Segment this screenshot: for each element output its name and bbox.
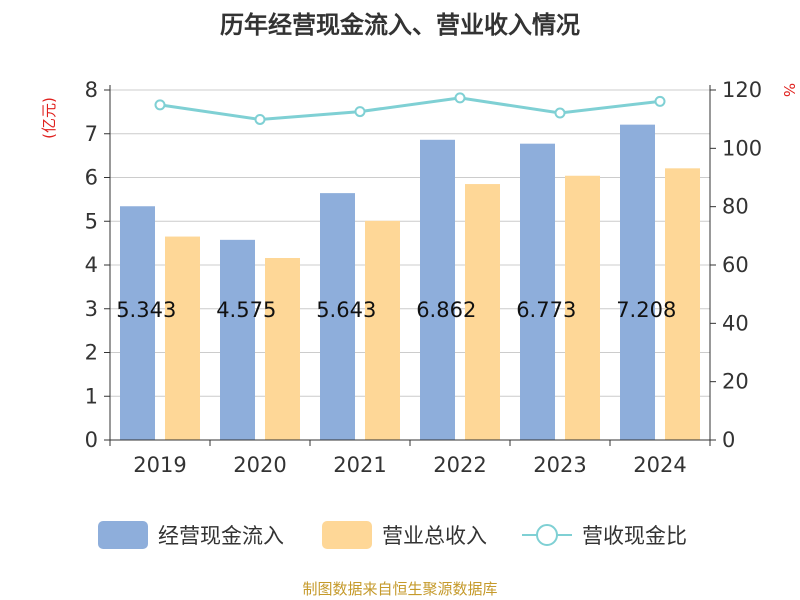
x-tick-label: 2024 xyxy=(633,453,686,477)
data-label: 7.208 xyxy=(616,298,676,322)
chart-title: 历年经营现金流入、营业收入情况 xyxy=(220,11,580,39)
data-label: 5.643 xyxy=(316,298,376,322)
y-left-tick-label: 5 xyxy=(85,209,98,233)
data-labels-layer: 5.343 4.575 5.643 6.862 6.773 7.208 xyxy=(116,298,676,322)
source-note: 制图数据来自恒生聚源数据库 xyxy=(302,580,497,598)
y-left-tick-label: 7 xyxy=(85,122,98,146)
y-left-axis-label: (亿元) xyxy=(40,97,58,139)
legend-item-revenue[interactable]: 营业总收入 xyxy=(322,521,487,549)
x-tick-label: 2023 xyxy=(533,453,586,477)
legend-item-ratio[interactable]: 营收现金比 xyxy=(522,524,687,548)
y-right-tick-label: 80 xyxy=(722,195,749,219)
x-tick-label: 2021 xyxy=(333,453,386,477)
legend-swatch-cash-inflow xyxy=(98,521,148,549)
x-tick-label: 2022 xyxy=(433,453,486,477)
bar-cash-inflow xyxy=(620,124,655,441)
legend-label-ratio: 营收现金比 xyxy=(582,524,687,548)
ratio-point xyxy=(454,92,466,104)
bar-revenue xyxy=(465,184,500,440)
bar-revenue xyxy=(265,258,300,440)
bar-revenue xyxy=(365,220,400,440)
bars-layer xyxy=(120,124,700,441)
y-left-tick-label: 3 xyxy=(85,297,98,321)
bar-cash-inflow xyxy=(420,139,455,440)
ratio-point xyxy=(154,99,166,111)
data-label: 6.773 xyxy=(516,298,576,322)
ratio-point xyxy=(654,95,666,107)
legend: 经营现金流入 营业总收入 营收现金比 xyxy=(98,521,687,549)
y-right-axis-label: % xyxy=(780,83,798,97)
y-left-tick-label: 6 xyxy=(85,166,98,190)
y-right-tick-label: 120 xyxy=(722,78,762,102)
y-left-tick-label: 1 xyxy=(85,384,98,408)
legend-label-revenue: 营业总收入 xyxy=(382,524,487,548)
bar-cash-inflow xyxy=(220,239,255,440)
bar-revenue xyxy=(565,175,600,440)
bar-cash-inflow xyxy=(120,206,155,440)
ratio-point xyxy=(554,107,566,119)
data-label: 5.343 xyxy=(116,298,176,322)
y-left-tick-label: 0 xyxy=(85,428,98,452)
ratio-point xyxy=(354,106,366,118)
x-tick-label: 2019 xyxy=(133,453,186,477)
y-right-tick-label: 0 xyxy=(722,428,735,452)
y-left-tick-label: 2 xyxy=(85,341,98,365)
legend-marker-ratio xyxy=(536,524,558,546)
ratio-line xyxy=(159,96,661,121)
legend-swatch-revenue xyxy=(322,521,372,549)
legend-item-cash-inflow[interactable]: 经营现金流入 xyxy=(98,521,284,549)
y-right-tick-label: 60 xyxy=(722,253,749,277)
x-tick-label: 2020 xyxy=(233,453,286,477)
data-label: 6.862 xyxy=(416,298,476,322)
legend-label-cash-inflow: 经营现金流入 xyxy=(158,524,284,548)
y-left-tick-label: 4 xyxy=(85,253,98,277)
bar-revenue xyxy=(165,236,200,440)
grid-lines xyxy=(110,89,710,397)
bar-cash-inflow xyxy=(320,193,355,440)
y-right-tick-label: 20 xyxy=(722,370,749,394)
data-label: 4.575 xyxy=(216,298,276,322)
bar-revenue xyxy=(665,168,700,440)
y-right-tick-label: 40 xyxy=(722,311,749,335)
line-series-layer xyxy=(154,92,666,125)
y-right-tick-label: 100 xyxy=(722,136,762,160)
y-left-tick-label: 8 xyxy=(85,78,98,102)
bar-cash-inflow xyxy=(520,143,555,440)
ratio-point xyxy=(254,113,266,125)
